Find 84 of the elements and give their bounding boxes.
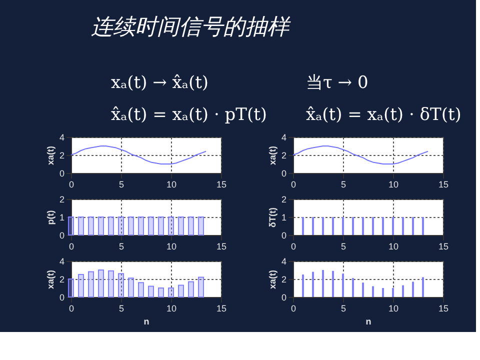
bar [392,288,394,297]
x-tick-label: 0 [68,242,74,252]
y-tick-label: 1 [281,212,286,222]
bar [78,274,84,298]
y-tick-label: 2 [281,274,286,284]
bar [168,288,174,298]
x-tick-label: 10 [166,180,177,190]
line-series [70,146,206,164]
x-tick-label: 10 [166,242,177,252]
text: x̂ₐ(t) = xₐ(t) · pT(t) [111,105,268,125]
x-tick-label: 0 [290,242,296,252]
x-axis-title: n [366,316,372,326]
x-tick-label: 15 [438,242,449,252]
bar [382,288,384,297]
x-tick-label: 5 [340,304,346,314]
y-axis-title: p(t) [45,210,56,225]
bar [332,270,334,297]
bar [118,273,124,298]
y-tick-label: 4 [59,132,64,142]
bar [68,278,74,298]
y-tick-label: 4 [281,132,286,142]
y-tick-label: 4 [59,256,64,266]
bar [342,274,344,297]
bar [178,284,184,298]
x-tick-label: 0 [68,304,74,314]
bar [138,282,144,298]
x-tick-label: 15 [438,180,449,190]
bar [88,271,94,298]
bar [402,285,404,297]
bar [158,288,164,298]
x-tick-label: 15 [438,304,449,314]
x-tick-label: 0 [290,304,296,314]
y-axis-title: xa(t) [45,270,56,290]
x-tick-label: 15 [216,180,227,190]
x-tick-label: 5 [118,180,124,190]
bar [188,281,194,298]
y-axis-title: δT(t) [267,208,278,228]
text: 当τ → 0 [306,73,368,93]
x-tick-label: 5 [340,180,346,190]
y-tick-label: 4 [281,256,286,266]
x-tick-label: 5 [118,304,124,314]
bar [322,270,324,297]
x-tick-label: 0 [290,180,296,190]
bar [372,286,374,297]
bar [412,282,414,297]
y-tick-label: 2 [59,274,64,284]
bar [128,278,134,298]
y-tick-label: 1 [59,212,64,222]
y-axis-title: xa(t) [45,146,56,166]
y-tick-label: 0 [59,168,64,178]
bar [198,276,204,298]
bar [302,274,304,297]
x-tick-label: 10 [388,242,399,252]
bar [422,277,424,297]
bar [312,272,314,297]
x-tick-label: 5 [118,242,124,252]
bar [148,286,154,298]
line-series [292,146,428,164]
x-tick-label: 5 [340,242,346,252]
y-tick-label: 2 [281,194,286,204]
x-tick-label: 10 [388,304,399,314]
x-axis-title: n [144,316,150,326]
y-tick-label: 2 [59,194,64,204]
bar [108,270,114,298]
y-tick-label: 0 [281,230,286,240]
y-tick-label: 2 [281,150,286,160]
text: xₐ(t) → x̂ₐ(t) [111,73,209,93]
x-tick-label: 15 [216,242,227,252]
x-tick-label: 15 [216,304,227,314]
bar [352,278,354,297]
y-axis-title: xa(t) [267,270,278,290]
y-axis-title: xa(t) [267,146,278,166]
y-tick-label: 0 [59,292,64,302]
y-tick-label: 2 [59,150,64,160]
x-tick-label: 0 [68,180,74,190]
bar [98,270,104,298]
x-tick-label: 10 [388,180,399,190]
y-tick-label: 0 [59,230,64,240]
bar [362,282,364,297]
x-tick-label: 10 [166,304,177,314]
text: x̂ₐ(t) = xₐ(t) · δT(t) [306,105,462,125]
y-tick-label: 0 [281,292,286,302]
text: 连续时间信号的抽样 [91,15,291,40]
y-tick-label: 0 [281,168,286,178]
